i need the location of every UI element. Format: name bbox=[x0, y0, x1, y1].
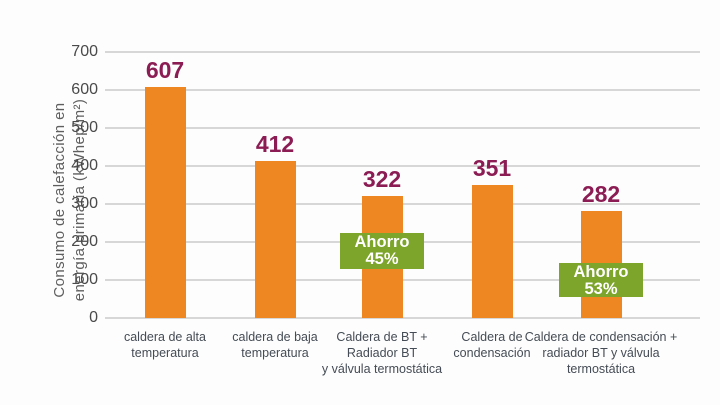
gridline bbox=[105, 279, 700, 281]
y-tick-label: 300 bbox=[71, 195, 98, 212]
gridline bbox=[105, 51, 700, 53]
bar bbox=[471, 184, 513, 318]
gridline bbox=[105, 165, 700, 167]
category-label: caldera de alta temperatura bbox=[123, 330, 206, 360]
gridline bbox=[105, 203, 700, 205]
bar-value-label: 607 bbox=[145, 57, 185, 84]
gridline bbox=[105, 317, 700, 319]
gridline bbox=[105, 127, 700, 129]
category-label: Caldera de condensación + radiador BT y … bbox=[524, 330, 678, 376]
y-tick-label: 500 bbox=[71, 119, 98, 136]
bar-value-label: 282 bbox=[581, 180, 621, 207]
savings-badge: Ahorro 45% bbox=[340, 233, 424, 269]
category-label: Caldera de BT + Radiador BT y válvula te… bbox=[321, 330, 443, 376]
y-tick-label: 0 bbox=[89, 309, 98, 326]
bar-value-label: 322 bbox=[362, 165, 402, 192]
category-label: caldera de baja temperatura bbox=[232, 330, 318, 360]
savings-badge: Ahorro 53% bbox=[559, 263, 643, 298]
y-tick-label: 100 bbox=[71, 271, 98, 288]
category-label: Caldera de condensación bbox=[453, 330, 531, 360]
bar bbox=[254, 161, 296, 318]
bar-value-label: 412 bbox=[255, 131, 295, 158]
y-tick-label: 200 bbox=[71, 233, 98, 250]
bar-value-label: 351 bbox=[472, 154, 512, 181]
y-tick-label: 400 bbox=[71, 157, 98, 174]
gridline bbox=[105, 89, 700, 91]
y-tick-label: 600 bbox=[71, 81, 98, 98]
y-tick-label: 700 bbox=[71, 43, 98, 60]
bar bbox=[144, 87, 186, 318]
